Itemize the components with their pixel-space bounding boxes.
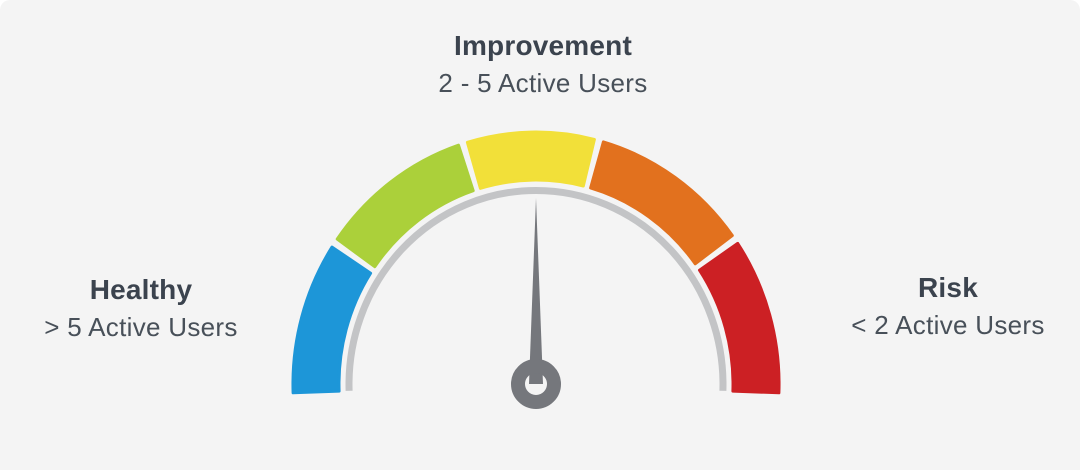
zone-label-risk: Risk < 2 Active Users xyxy=(823,270,1073,342)
gauge-segment-healthy-blue xyxy=(291,245,373,395)
zone-range-healthy: > 5 Active Users xyxy=(44,312,238,342)
gauge-needle-hub xyxy=(511,359,561,409)
gauge-segment-improvement-yellow xyxy=(465,130,596,190)
gauge-segment-risk-red xyxy=(698,241,781,395)
gauge-segment-warning-orange xyxy=(589,140,734,266)
gauge-needle xyxy=(529,198,543,384)
zone-label-improvement: Improvement 2 - 5 Active Users xyxy=(3,28,1080,100)
zone-title-improvement: Improvement xyxy=(453,30,633,61)
zone-title-healthy: Healthy xyxy=(89,274,193,305)
zone-range-risk: < 2 Active Users xyxy=(851,310,1045,340)
gauge-segments xyxy=(291,130,781,395)
gauge-segment-good-green xyxy=(335,143,475,269)
zone-label-healthy: Healthy > 5 Active Users xyxy=(16,272,266,344)
zone-title-risk: Risk xyxy=(918,272,978,303)
gauge-inner-arc xyxy=(345,186,727,391)
zone-range-improvement: 2 - 5 Active Users xyxy=(438,68,648,98)
